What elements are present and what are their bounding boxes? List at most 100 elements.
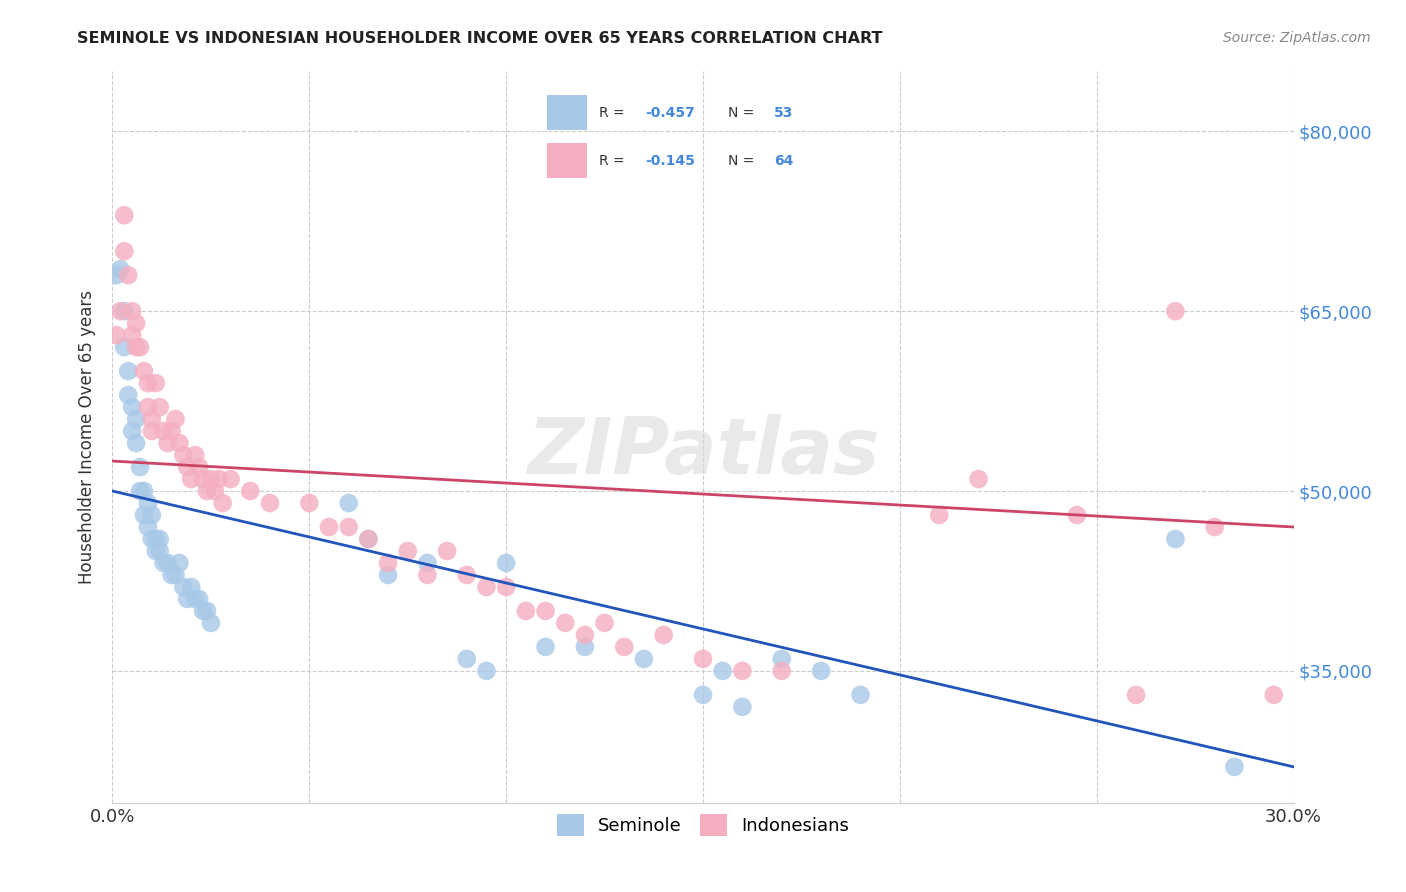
Point [136,520,159,534]
Point [169,556,191,570]
Text: ZIPatlas: ZIPatlas [527,414,879,490]
Point [152,424,174,438]
Point [145,376,167,391]
Point [149,400,172,414]
Point [141,412,163,426]
Point [132,508,155,522]
Point [191,472,214,486]
Point [132,483,155,498]
Point [574,628,596,642]
Point [110,262,132,277]
Point [149,544,172,558]
Point [125,412,148,426]
Point [515,604,537,618]
Point [121,424,143,438]
Point [416,568,439,582]
Point [259,496,281,510]
Text: SEMINOLE VS INDONESIAN HOUSEHOLDER INCOME OVER 65 YEARS CORRELATION CHART: SEMINOLE VS INDONESIAN HOUSEHOLDER INCOM… [77,31,883,46]
Point [195,604,218,618]
Point [416,556,439,570]
Point [1164,532,1187,546]
Point [112,340,135,354]
Point [112,208,135,222]
Point [1125,688,1147,702]
Point [136,496,159,510]
Point [180,472,202,486]
Point [475,580,498,594]
Point [172,580,194,594]
Point [475,664,498,678]
Point [129,460,152,475]
Point [129,340,152,354]
Point [152,556,174,570]
Point [357,532,380,546]
Point [810,664,832,678]
Point [117,268,139,283]
Point [534,604,557,618]
Point [156,436,179,450]
Point [396,544,419,558]
Point [318,520,340,534]
Point [169,436,191,450]
Point [141,508,163,522]
Point [436,544,458,558]
Point [711,664,734,678]
Point [731,699,754,714]
Point [652,628,675,642]
Point [191,604,214,618]
Point [377,556,399,570]
Point [200,472,222,486]
Point [125,316,148,330]
Point [141,424,163,438]
Point [125,436,148,450]
Point [184,448,207,462]
Point [165,412,187,426]
Point [770,664,793,678]
Point [554,615,576,630]
Point [200,615,222,630]
Point [160,568,183,582]
Point [633,652,655,666]
Point [967,472,990,486]
Point [456,568,478,582]
Point [613,640,636,654]
Point [129,483,152,498]
Legend: Seminole, Indonesians: Seminole, Indonesians [547,805,859,845]
Point [928,508,950,522]
Point [121,304,143,318]
Point [692,688,714,702]
Point [770,652,793,666]
Point [204,483,226,498]
Point [141,532,163,546]
Point [172,448,194,462]
Point [188,591,211,606]
Point [149,532,172,546]
Point [145,532,167,546]
Point [195,483,218,498]
Text: Source: ZipAtlas.com: Source: ZipAtlas.com [1223,31,1371,45]
Point [692,652,714,666]
Point [298,496,321,510]
Point [165,568,187,582]
Point [377,568,399,582]
Point [132,364,155,378]
Point [1066,508,1088,522]
Point [180,580,202,594]
Point [219,472,242,486]
Point [208,472,231,486]
Point [136,400,159,414]
Point [593,615,616,630]
Point [112,304,135,318]
Point [121,328,143,343]
Point [117,364,139,378]
Point [105,328,128,343]
Point [849,688,872,702]
Point [1223,760,1246,774]
Point [495,556,517,570]
Point [211,496,233,510]
Point [176,591,198,606]
Point [1263,688,1285,702]
Point [357,532,380,546]
Y-axis label: Householder Income Over 65 years: Householder Income Over 65 years [77,290,96,584]
Point [184,591,207,606]
